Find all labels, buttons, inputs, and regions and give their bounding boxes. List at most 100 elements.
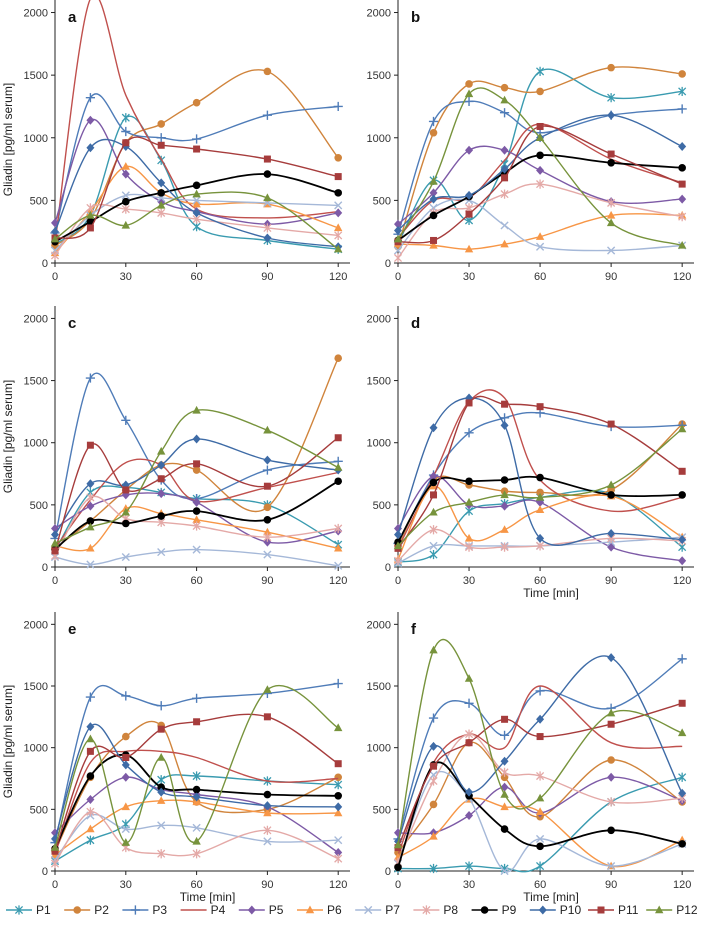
data-point — [536, 714, 545, 724]
data-point — [677, 654, 687, 664]
data-point — [535, 834, 545, 844]
data-point — [465, 477, 473, 486]
data-point — [333, 678, 343, 689]
data-point — [465, 399, 473, 407]
data-point — [607, 159, 615, 167]
legend-item-p8: P8 — [413, 903, 458, 917]
data-point — [157, 775, 166, 785]
data-point — [86, 835, 95, 845]
data-point — [678, 194, 687, 204]
data-point — [607, 491, 615, 499]
y-tick-label: 500 — [30, 195, 48, 207]
data-point — [500, 490, 509, 499]
data-point — [500, 790, 509, 798]
x-tick-label: 60 — [190, 575, 202, 587]
data-point — [86, 772, 95, 780]
data-point — [86, 517, 95, 525]
data-point — [678, 699, 686, 707]
data-point — [428, 116, 439, 127]
y-tick-label: 0 — [385, 258, 391, 270]
data-point — [464, 96, 474, 107]
series-p3 — [50, 678, 343, 848]
x-tick-label: 0 — [395, 271, 401, 283]
data-point — [157, 821, 166, 830]
legend-marker — [14, 905, 24, 915]
series-line — [54, 548, 339, 567]
data-point — [263, 67, 272, 76]
series-p8 — [393, 179, 687, 263]
y-axis-label: Gliadin [pg/ml serum] — [1, 83, 15, 196]
data-point — [263, 790, 272, 799]
x-tick-label: 60 — [190, 879, 202, 891]
data-point — [607, 720, 615, 728]
data-point — [677, 104, 687, 114]
data-point — [429, 525, 438, 535]
data-point — [157, 189, 165, 197]
series-p2 — [394, 63, 686, 251]
data-point — [193, 145, 201, 153]
data-point — [334, 780, 343, 790]
data-point — [607, 63, 615, 72]
data-point — [536, 861, 545, 871]
data-point — [192, 405, 201, 414]
legend-item-p7: P7 — [355, 903, 400, 917]
data-point — [334, 223, 343, 232]
data-point — [464, 861, 474, 871]
legend-marker — [364, 905, 373, 915]
data-point — [85, 93, 95, 103]
data-point — [121, 191, 130, 200]
series-line — [397, 770, 683, 873]
data-point — [86, 492, 95, 502]
data-point — [157, 475, 165, 483]
x-tick-label: 120 — [329, 879, 347, 891]
data-point — [465, 739, 473, 747]
series-line — [397, 213, 683, 250]
legend-marker — [422, 905, 431, 915]
y-tick-label: 1000 — [367, 133, 391, 145]
panel-letter-c: c — [68, 315, 76, 332]
data-point — [156, 701, 166, 711]
data-point — [536, 179, 545, 189]
data-point — [394, 863, 402, 872]
data-point — [606, 480, 616, 489]
y-tick-label: 2000 — [367, 313, 391, 325]
data-point — [86, 224, 94, 232]
data-point — [430, 491, 438, 499]
series-p6 — [393, 794, 687, 870]
data-point — [262, 465, 272, 475]
data-point — [500, 866, 509, 876]
data-point — [536, 842, 544, 851]
legend-item-p9: P9 — [471, 903, 517, 917]
series-p7 — [50, 545, 343, 570]
data-point — [121, 113, 130, 123]
data-point — [122, 732, 130, 741]
panel-f: 0 500 1000 1500 2000 0 30 60 90 120 Time [min] f — [367, 612, 694, 904]
data-point — [429, 507, 438, 516]
data-point — [121, 552, 130, 562]
data-point — [157, 547, 166, 557]
data-point — [86, 115, 95, 125]
data-point — [86, 734, 95, 743]
data-point — [607, 93, 616, 103]
data-point — [607, 528, 616, 538]
data-point — [157, 208, 166, 218]
data-point — [334, 208, 343, 218]
y-tick-label: 2000 — [24, 619, 48, 631]
series-p8 — [393, 729, 687, 867]
y-tick-label: 0 — [42, 562, 48, 574]
data-point — [122, 754, 130, 762]
data-point — [430, 236, 438, 244]
data-point — [86, 522, 95, 531]
data-point — [429, 541, 438, 550]
data-point — [193, 460, 201, 468]
x-tick-label: 30 — [463, 879, 475, 891]
data-point — [86, 747, 94, 755]
data-point — [334, 854, 343, 864]
data-point — [465, 190, 474, 200]
data-point — [263, 455, 272, 465]
legend-label: P5 — [269, 903, 284, 917]
data-point — [499, 730, 510, 740]
data-point — [429, 741, 438, 751]
series-line — [54, 749, 339, 854]
